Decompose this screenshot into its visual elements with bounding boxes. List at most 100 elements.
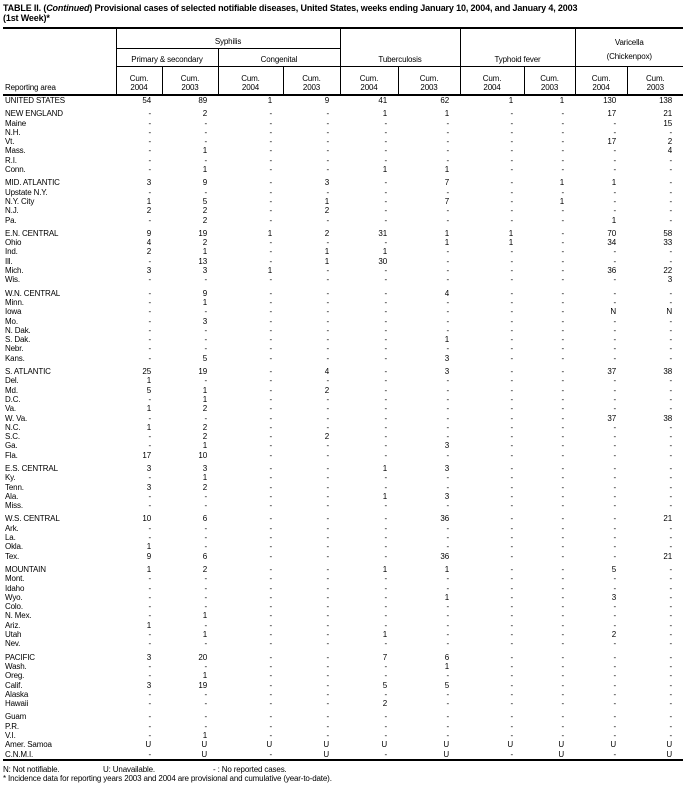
value-cell: 1: [559, 178, 565, 188]
reporting-area-cell: Calif.: [5, 680, 23, 690]
value-cell: -: [204, 275, 207, 285]
varicella-label: Varicella: [614, 38, 644, 47]
value-cell: -: [269, 699, 272, 709]
value-cell: -: [561, 385, 565, 395]
value-cell: -: [561, 680, 565, 690]
value-cell: -: [446, 266, 450, 276]
value-cell: -: [510, 155, 514, 165]
value-cell: -: [561, 482, 565, 492]
reporting-area-cell: N. Mex.: [5, 611, 32, 621]
value-cell: -: [269, 215, 272, 225]
typhoid-fever-group-header: Typhoid fever: [459, 27, 576, 67]
value-cell: -: [561, 630, 565, 640]
reporting-area-cell: V.I.: [5, 731, 16, 740]
value-cell: -: [669, 196, 673, 206]
value-cell: -: [326, 639, 329, 649]
value-cell: -: [326, 266, 329, 276]
value-cell: -: [326, 699, 329, 709]
value-cell: -: [326, 316, 329, 326]
value-cell: -: [669, 611, 673, 621]
value-cell: -: [510, 450, 514, 460]
value-cell: -: [204, 307, 207, 317]
reporting-area-cell: La.: [5, 533, 16, 543]
value-cell: -: [269, 491, 272, 501]
reporting-area-cell: W.S. CENTRAL: [5, 514, 60, 524]
reporting-area-cell: Ariz.: [5, 620, 21, 630]
value-cell: -: [148, 712, 151, 722]
reporting-area-cell: Amer. Samoa: [5, 740, 52, 750]
value-cell: U: [201, 749, 207, 759]
value-cell: -: [269, 367, 272, 377]
value-cell: 1: [382, 247, 387, 257]
value-cell: -: [269, 473, 272, 483]
value-cell: -: [561, 450, 565, 460]
value-cell: 17: [607, 109, 617, 119]
footnotes: N: Not notifiable. U: Unavailable. - : No …: [3, 765, 683, 784]
value-cell: -: [326, 127, 329, 137]
value-cell: -: [326, 165, 329, 175]
value-cell: 1: [444, 228, 450, 238]
value-cell: -: [669, 564, 673, 574]
value-cell: 3: [146, 266, 151, 276]
reporting-area-cell: P.R.: [5, 721, 19, 731]
value-cell: -: [669, 450, 673, 460]
value-cell: -: [510, 749, 514, 759]
value-cell: 2: [202, 109, 207, 119]
value-cell: -: [269, 422, 272, 432]
value-cell: -: [384, 404, 387, 414]
value-cell: -: [326, 344, 329, 354]
value-cell: -: [269, 137, 272, 147]
value-cell: 20: [198, 652, 207, 662]
value-cell: -: [384, 661, 387, 671]
value-cell: -: [669, 721, 673, 731]
value-cell: -: [613, 297, 617, 307]
value-cell: -: [510, 491, 514, 501]
reporting-area-cell: N.J.: [5, 206, 19, 216]
value-cell: -: [613, 583, 617, 593]
value-cell: -: [384, 394, 387, 404]
reporting-area-cell: Hawaii: [5, 699, 29, 709]
value-cell: -: [561, 731, 565, 740]
value-cell: 3: [444, 463, 450, 473]
value-cell: -: [384, 583, 387, 593]
table-row: Oreg. - 1 - - - - - - - -: [3, 671, 683, 680]
value-cell: -: [446, 247, 450, 257]
value-cell: 2: [146, 206, 151, 216]
table-row: Wis. - - - - - - - - - 3: [3, 275, 683, 284]
table-row: Ala. - - - - 1 3 - - - -: [3, 492, 683, 501]
value-cell: -: [269, 514, 272, 524]
value-cell: 1: [444, 564, 450, 574]
value-cell: -: [269, 413, 272, 423]
table-row: Ky. - 1 - - - - - - - -: [3, 473, 683, 482]
value-cell: -: [561, 137, 565, 147]
value-cell: -: [384, 671, 387, 681]
value-cell: -: [613, 404, 617, 414]
cum-2003-header: Cum. 2003: [282, 66, 340, 96]
value-cell: -: [669, 620, 673, 630]
table-row: Minn. - 1 - - - - - - - -: [3, 298, 683, 307]
value-cell: 37: [607, 413, 617, 423]
reporting-area-cell: S.C.: [5, 432, 20, 442]
value-cell: -: [510, 592, 514, 602]
value-cell: -: [204, 602, 207, 612]
value-cell: -: [669, 215, 673, 225]
value-cell: -: [510, 266, 514, 276]
value-cell: -: [446, 127, 450, 137]
value-cell: -: [148, 109, 151, 119]
value-cell: 1: [146, 376, 151, 386]
table-title: TABLE II. (Continued) Provisional cases …: [3, 3, 683, 23]
value-cell: -: [446, 671, 450, 681]
reporting-area-cell: N.Y. City: [5, 196, 35, 206]
table-row: C.N.M.I. - U - U - U - U - U: [3, 750, 683, 760]
value-cell: -: [446, 422, 450, 432]
value-cell: -: [326, 297, 329, 307]
value-cell: -: [446, 523, 450, 533]
value-cell: 3: [202, 463, 207, 473]
value-cell: -: [669, 463, 673, 473]
value-cell: -: [384, 238, 387, 248]
value-cell: -: [561, 551, 565, 561]
value-cell: U: [323, 740, 329, 750]
value-cell: -: [561, 187, 565, 197]
value-cell: -: [204, 376, 207, 386]
value-cell: -: [510, 413, 514, 423]
